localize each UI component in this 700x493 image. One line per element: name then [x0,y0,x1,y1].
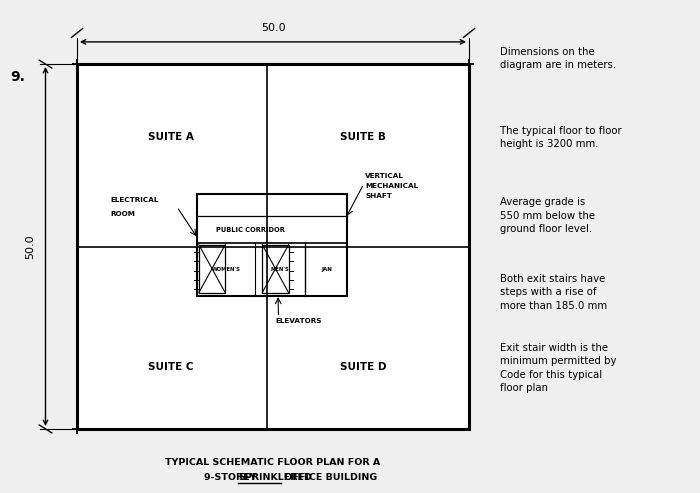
Text: 50.0: 50.0 [260,23,286,33]
Bar [197,194,347,296]
Text: 50.0: 50.0 [25,234,35,259]
Text: ELEVATORS: ELEVATORS [275,318,321,324]
Bar [77,64,469,429]
Text: PUBLIC CORRIDOR: PUBLIC CORRIDOR [216,227,286,233]
Text: SUITE D: SUITE D [340,362,386,372]
Text: MECHANICAL: MECHANICAL [365,183,418,189]
Text: SUITE A: SUITE A [148,132,194,142]
Text: SUITE B: SUITE B [340,132,386,142]
Text: The typical floor to floor
height is 3200 mm.: The typical floor to floor height is 320… [500,126,622,149]
Bar [199,245,225,293]
Text: JAN: JAN [321,267,332,272]
Text: TYPICAL SCHEMATIC FLOOR PLAN FOR A: TYPICAL SCHEMATIC FLOOR PLAN FOR A [165,458,381,467]
Text: MEN'S: MEN'S [271,267,290,272]
Text: SPRINKLERED: SPRINKLERED [238,473,312,482]
Text: Average grade is
550 mm below the
ground floor level.: Average grade is 550 mm below the ground… [500,197,596,234]
Text: VERTICAL: VERTICAL [365,173,404,179]
Text: OFFICE BUILDING: OFFICE BUILDING [281,473,377,482]
Bar [262,245,288,293]
Text: WOMEN'S: WOMEN'S [211,267,240,272]
Text: Exit stair width is the
minimum permitted by
Code for this typical
floor plan: Exit stair width is the minimum permitte… [500,343,617,393]
Text: 9-STOREY: 9-STOREY [204,473,260,482]
Text: Both exit stairs have
steps with a rise of
more than 185.0 mm: Both exit stairs have steps with a rise … [500,274,608,311]
Text: ELECTRICAL: ELECTRICAL [111,197,159,203]
Text: Dimensions on the
diagram are in meters.: Dimensions on the diagram are in meters. [500,47,617,70]
Text: SUITE C: SUITE C [148,362,194,372]
Text: 9.: 9. [10,70,25,84]
Text: SHAFT: SHAFT [365,193,392,199]
Text: ROOM: ROOM [111,211,135,216]
